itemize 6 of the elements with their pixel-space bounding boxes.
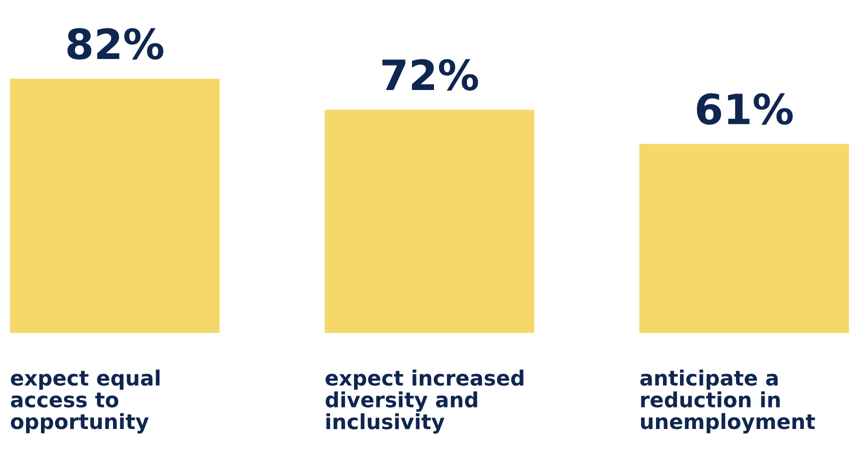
data-label: 61%	[696, 93, 793, 125]
x-tick-label: expect increased diversity and inclusivity	[326, 370, 524, 434]
x-tick-label: anticipate a reduction in unemployment	[640, 370, 816, 434]
data-label: 82%	[67, 28, 164, 60]
data-label: 72%	[382, 59, 478, 91]
x-tick-label: expect equal access to opportunity	[10, 370, 160, 434]
